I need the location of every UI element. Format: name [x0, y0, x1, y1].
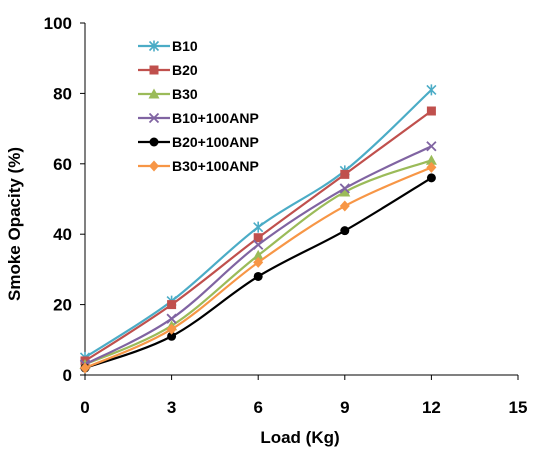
x-axis-title: Load (Kg) [260, 428, 339, 447]
legend-swatch-marker [149, 160, 159, 172]
legend-item-b20: B20 [138, 62, 198, 78]
data-point-b30-100anp [253, 256, 264, 268]
data-point-b20-100anp [426, 173, 436, 183]
x-tick-label: 3 [167, 398, 176, 417]
data-point-b10-100anp [339, 183, 350, 194]
data-point-b10 [253, 221, 264, 233]
data-point-b30 [339, 186, 351, 197]
y-tick-labels: 0 20 40 60 80 100 [44, 14, 72, 385]
data-point-b10 [426, 84, 437, 96]
data-point-b30-100anp [166, 323, 177, 335]
legend-swatch-marker [148, 112, 160, 124]
data-point-b20 [426, 106, 436, 116]
y-tick-label: 100 [44, 14, 72, 33]
legend-item-b30: B30 [138, 86, 198, 102]
legend-swatch-marker [149, 137, 159, 147]
legend-label: B10 [172, 38, 198, 54]
x-tick-label: 0 [80, 398, 89, 417]
data-point-b10-100anp [166, 313, 177, 324]
axes [80, 22, 519, 380]
data-point-b20-100anp [340, 226, 350, 236]
data-point-b30-100anp [426, 161, 437, 173]
data-point-b20 [167, 300, 177, 310]
y-tick-label: 40 [53, 225, 72, 244]
series-b10-100anp [79, 141, 437, 370]
legend-item-b20-100anp: B20+100ANP [138, 134, 259, 150]
y-axis-title: Smoke Opacity (%) [5, 147, 24, 301]
legend-label: B30+100ANP [172, 158, 259, 174]
data-point-b30 [425, 154, 437, 165]
data-point-b20 [253, 233, 263, 243]
data-point-b30-100anp [80, 362, 90, 374]
data-point-b30 [252, 249, 264, 260]
series-b30-100anp [80, 161, 437, 374]
data-point-b10-100anp [253, 239, 264, 250]
y-tick-label: 0 [63, 366, 72, 385]
y-tick-label: 20 [53, 296, 72, 315]
legend-item-b10-100anp: B10+100ANP [138, 110, 259, 126]
data-point-b30-100anp [339, 200, 350, 212]
legend-label: B20 [172, 62, 198, 78]
x-tick-labels: 0 3 6 9 12 15 [80, 398, 527, 417]
x-tick-label: 12 [422, 398, 441, 417]
legend: B10 B20 B30 B10+100ANP B20+100ANP B30+100ANP [138, 38, 259, 174]
legend-item-b30-100anp: B30+100ANP [138, 158, 259, 174]
series-layer [79, 84, 437, 374]
legend-label: B30 [172, 86, 198, 102]
x-tick-label: 6 [253, 398, 262, 417]
y-tick-label: 60 [53, 155, 72, 174]
series-b20-100anp [80, 173, 436, 373]
legend-swatch-marker [148, 40, 160, 52]
data-point-b20 [340, 169, 350, 179]
x-tick-label: 15 [509, 398, 528, 417]
data-point-b20-100anp [167, 331, 177, 341]
legend-label: B10+100ANP [172, 110, 259, 126]
x-tick-label: 9 [340, 398, 349, 417]
legend-item-b10: B10 [138, 38, 198, 54]
series-b10 [79, 84, 437, 363]
legend-label: B20+100ANP [172, 134, 259, 150]
legend-swatch-marker [149, 65, 159, 75]
y-tick-label: 80 [53, 84, 72, 103]
data-point-b10-100anp [426, 141, 437, 152]
data-point-b20-100anp [253, 271, 263, 281]
legend-swatch-marker [148, 88, 160, 99]
